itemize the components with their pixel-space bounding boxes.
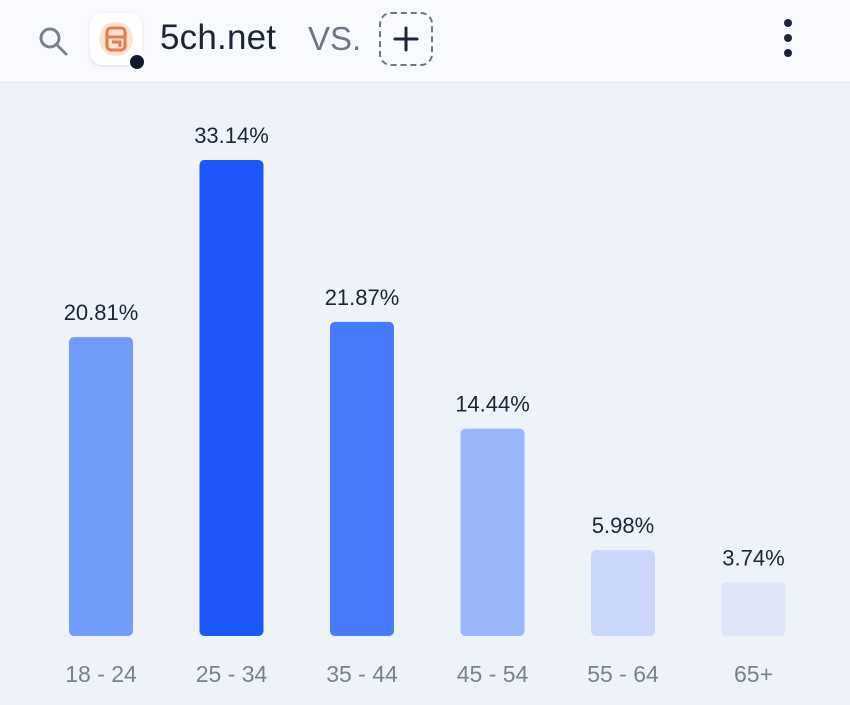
value-label-0: 20.81% [64, 300, 139, 325]
status-dot [127, 52, 147, 72]
plus-icon [393, 26, 419, 52]
header-bar: 5ch.net VS. [0, 0, 850, 83]
x-tick-label-0: 18 - 24 [65, 661, 137, 687]
value-label-3: 14.44% [455, 392, 530, 417]
search-icon[interactable] [36, 24, 70, 58]
bar-5[interactable] [721, 582, 786, 636]
value-label-4: 5.98% [592, 513, 654, 538]
x-tick-label-1: 25 - 34 [196, 661, 268, 687]
x-tick-label-2: 35 - 44 [326, 661, 398, 687]
value-label-1: 33.14% [194, 123, 269, 148]
x-tick-label-4: 55 - 64 [587, 661, 659, 687]
bar-4[interactable] [591, 550, 655, 636]
bar-3[interactable] [460, 428, 525, 636]
value-label-2: 21.87% [325, 285, 400, 310]
add-compare-button[interactable] [379, 12, 433, 66]
bar-0[interactable] [69, 337, 133, 636]
5ch-logo-icon [99, 22, 133, 56]
bar-1[interactable] [199, 160, 264, 636]
x-tick-label-3: 45 - 54 [457, 661, 529, 687]
more-vertical-icon[interactable] [774, 16, 802, 60]
vs-label: VS. [308, 20, 362, 57]
bar-2[interactable] [330, 321, 394, 636]
value-label-5: 3.74% [722, 545, 784, 570]
x-tick-label-5: 65+ [734, 661, 773, 687]
site-name[interactable]: 5ch.net [160, 18, 277, 57]
